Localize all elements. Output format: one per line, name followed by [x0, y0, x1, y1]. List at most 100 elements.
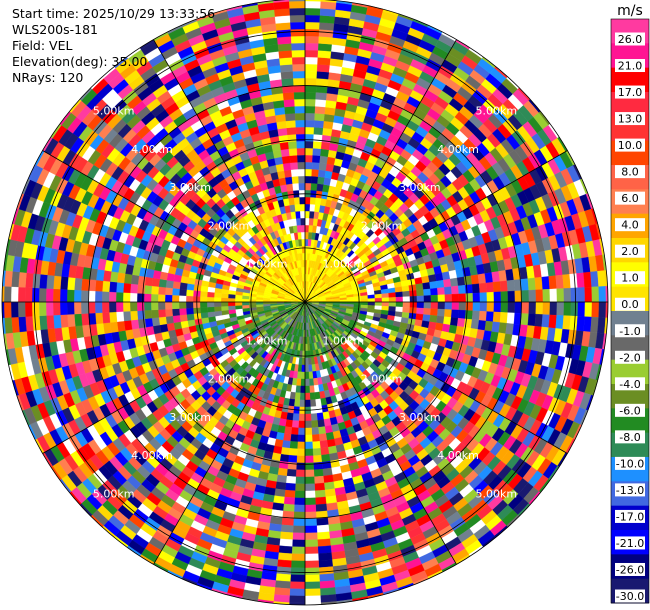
velocity-gate — [180, 320, 189, 329]
velocity-gate — [320, 1, 337, 10]
velocity-gate — [317, 545, 332, 554]
velocity-gate — [11, 271, 20, 288]
velocity-gate — [402, 301, 411, 308]
velocity-gate — [577, 301, 586, 317]
velocity-gate — [444, 309, 452, 318]
velocity-gate — [317, 538, 331, 547]
velocity-gate — [430, 287, 438, 296]
velocity-gate — [59, 301, 68, 315]
velocity-gate — [319, 573, 335, 582]
velocity-gate — [300, 378, 306, 387]
velocity-gate — [317, 57, 331, 66]
velocity-gate — [206, 306, 215, 313]
velocity-gate — [323, 418, 332, 427]
velocity-gate — [123, 282, 132, 293]
velocity-gate — [294, 497, 306, 506]
velocity-gate — [304, 42, 319, 51]
velocity-gate — [234, 305, 243, 310]
velocity-gate — [597, 270, 606, 287]
velocity-gate — [304, 469, 315, 478]
velocity-gate — [304, 231, 309, 240]
velocity-gate — [179, 314, 188, 322]
velocity-gate — [279, 531, 294, 540]
velocity-gate — [200, 312, 209, 319]
velocity-gate — [304, 28, 320, 37]
velocity-gate — [535, 289, 544, 303]
velocity-gate — [430, 301, 439, 310]
velocity-gate — [275, 573, 291, 582]
velocity-gate — [310, 413, 318, 421]
velocity-gate — [123, 311, 132, 322]
velocity-gate — [319, 587, 336, 596]
velocity-gate — [394, 286, 403, 293]
velocity-gate — [312, 155, 321, 163]
velocity-gate — [416, 301, 425, 309]
velocity-gate — [298, 420, 306, 429]
velocity-gate — [315, 92, 328, 101]
velocity-gate — [451, 309, 459, 319]
velocity-gate — [429, 281, 438, 289]
velocity-gate — [207, 311, 216, 318]
velocity-gate — [304, 35, 320, 44]
velocity-gate — [323, 113, 335, 123]
velocity-gate — [444, 294, 453, 303]
velocity-gate — [185, 301, 194, 309]
velocity-gate — [304, 238, 309, 247]
velocity-gate — [548, 314, 557, 329]
velocity-gate — [31, 301, 40, 317]
velocity-gate — [151, 317, 160, 327]
velocity-gate — [304, 476, 315, 485]
velocity-gate — [457, 285, 466, 295]
velocity-gate — [312, 448, 322, 456]
velocity-gate — [323, 481, 335, 491]
velocity-gate — [122, 301, 131, 312]
velocity-gate — [151, 285, 159, 295]
velocity-gate — [304, 63, 318, 72]
velocity-gate — [500, 291, 509, 303]
velocity-gate — [320, 447, 330, 456]
velocity-gate — [284, 489, 296, 498]
velocity-gate — [292, 539, 306, 548]
velocity-gate — [309, 392, 316, 401]
velocity-gate — [506, 312, 515, 325]
velocity-gate — [318, 552, 333, 561]
velocity-gate — [304, 168, 313, 177]
velocity-gate — [290, 560, 306, 569]
velocity-gate — [4, 270, 13, 287]
velocity-gate — [304, 448, 314, 457]
velocity-gate — [199, 301, 208, 308]
velocity-gate — [304, 98, 316, 107]
velocity-gate — [471, 283, 480, 294]
velocity-gate — [11, 316, 20, 333]
velocity-gate — [423, 288, 431, 296]
velocity-gate — [443, 278, 452, 288]
velocity-gate — [562, 315, 571, 330]
velocity-gate — [304, 350, 309, 359]
velocity-gate — [313, 468, 324, 477]
velocity-gate — [314, 489, 326, 498]
ppi-data-area — [1, 0, 609, 606]
velocity-gate — [24, 301, 33, 317]
velocity-gate — [185, 295, 194, 303]
velocity-gate — [130, 319, 140, 330]
velocity-gate — [304, 91, 317, 100]
velocity-gate — [422, 314, 431, 322]
velocity-gate — [309, 385, 315, 394]
velocity-gate — [367, 301, 376, 306]
velocity-gate — [555, 315, 564, 330]
velocity-gate — [25, 316, 34, 332]
velocity-gate — [158, 286, 166, 295]
velocity-gate — [290, 427, 299, 435]
velocity-gate — [109, 311, 118, 323]
velocity-gate — [304, 364, 309, 373]
velocity-gate — [277, 467, 288, 477]
velocity-gate — [186, 313, 195, 321]
velocity-gate — [323, 120, 334, 130]
velocity-gate — [320, 453, 331, 463]
velocity-gate — [102, 280, 111, 292]
velocity-gate — [381, 301, 390, 307]
velocity-gate — [299, 392, 306, 401]
velocity-gate — [395, 291, 404, 298]
velocity-gate — [158, 316, 167, 326]
velocity-gate — [10, 301, 19, 318]
